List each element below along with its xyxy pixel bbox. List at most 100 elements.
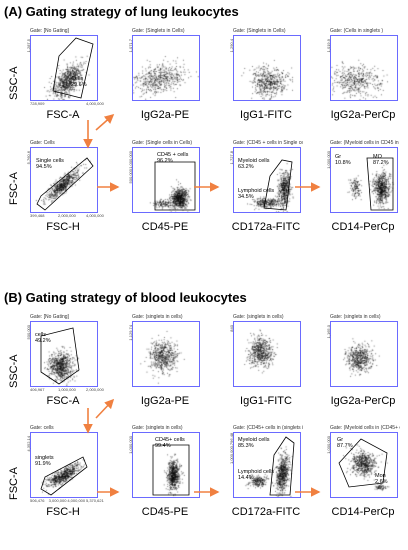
gate-label-a2-3-1: Myeloid cells 63.2% [238,158,270,170]
ytick-b2-1-1: 4,352.14 [26,436,31,452]
ytick-a2-3-1: 1,727.8 [229,151,234,165]
scatter-dots-b1-1 [31,322,97,386]
plot-a1-1: Cells 29.6% [30,35,98,101]
gate-polygon-b1-1 [40,327,80,385]
scatter-dots-b1-3 [234,322,300,386]
gate-caption-b2-3: Gate: (CD45+ cells in (singlets in [233,425,303,431]
gate-caption-a1-1: Gate: [No Gating] [30,28,69,34]
xtick-a2-1-1: 399,468 [30,213,45,218]
xlabel-b1-1: FSC-A [46,395,80,407]
plot-b2-1: singlets 91.9% [30,432,98,498]
gate-caption-a1-3: Gate: (Singlets in Cells) [233,28,286,34]
scatter-dots-a1-2 [133,36,199,100]
xlabel-b2-1: FSC-H [46,506,80,518]
gate-caption-b2-1: Gate: cells [30,425,54,431]
gate-caption-b1-4: Gate: (singlets in cells) [330,314,381,320]
row-b2-ylabel: FSC-A [8,467,20,500]
gate-caption-b1-2: Gate: (singlets in cells) [132,314,183,320]
xtick-b2-1-2: 3,000,000 [48,498,67,503]
gate-label-b2-3-1: Myeloid cells 85.3% [238,437,270,449]
gate-shapes-a2-4 [366,157,394,211]
ytick-b1-4-1: 1,165.0 [326,325,331,339]
xtick-a1-1-2: 4,000,000 [86,101,104,106]
gate-label-a2-2-1: CD45 + cells 96.2% [157,152,189,164]
gate-caption-b2-4: Gate: (Myeloid cells in (CD45+ c [330,425,400,431]
ytick-a2-1-1: 5,760.6 [26,151,31,165]
xtick-b2-1-1: 506,476 [30,498,45,503]
xlabel-b1-4: IgG2a-PerCp [330,395,396,407]
gate-label-b2-3-2: Lymphoid cells 14.4% [238,469,275,481]
xtick-a2-1-3: 4,000,000 [86,213,104,218]
xlabel-a2-1: FSC-H [46,221,80,233]
plot-a1-4 [330,35,398,101]
plot-b2-4: Gr 87.7% Mon 2.6% [330,432,398,498]
xlabel-b1-2: IgG2a-PE [140,395,190,407]
gate-shapes-b2-4 [338,438,388,488]
xlabel-b2-4: CD14-PerCp [331,506,395,518]
xtick-b1-1-3: 2,000,000 [86,387,104,392]
gate-polygon-b2-4 [338,438,388,488]
gate-polygon-a2-2 [154,161,196,211]
ytick-a2-2-2: 500,000 [128,169,133,184]
xtick-b2-1-4: 5,370,621 [86,498,104,503]
gate-label-b1-1-1: cells 49.2% [35,332,51,344]
scatter-dots-b1-4 [331,322,397,386]
plot-a1-3 [233,35,301,101]
gate-polygon-b2-2 [152,444,190,496]
gate-label-b2-4-2: Mon 2.6% [375,473,388,485]
plot-b1-3 [233,321,301,387]
xlabel-a1-4: IgG2a-PerCp [330,109,396,121]
ytick-a1-4-1: 1,019.9 [326,39,331,53]
ytick-b1-2-1: 1,129.74 [128,325,133,341]
xlabel-a2-4: CD14-PerCp [331,221,395,233]
plot-b2-3: Myeloid cells 85.3% Lymphoid cells 14.4% [233,432,301,498]
ytick-a1-1-1: 1,287.5 [26,39,31,53]
xlabel-a1-1: FSC-A [46,109,80,121]
gate-caption-a2-2: Gate: (Single cells in Cells) [132,140,193,146]
scatter-dots-a2-3 [234,148,300,212]
gate-shapes-a2-2 [154,161,196,211]
gate-shapes-b2-1 [40,456,88,496]
gate-label-a1-1-1: Cells 29.6% [71,76,87,88]
ytick-a2-4-1: 1,000,000 [326,151,331,169]
gate-shapes-a2-3 [263,159,293,211]
ytick-b2-4-1: 1,000,000 [326,436,331,454]
ytick-b2-2-1: 1,000,000 [128,436,133,454]
xlabel-a1-2: IgG2a-PE [140,109,190,121]
gate-shapes-b2-3 [269,436,295,496]
xtick-b1-1-2: 1,000,000 [58,387,76,392]
scatter-dots-b2-3 [234,433,300,497]
plot-b1-2 [132,321,200,387]
row-b1-ylabel: SSC-A [8,354,20,388]
xtick-b1-1-1: 406,967 [30,387,45,392]
xlabel-b2-2: CD45-PE [141,506,189,518]
xlabel-b2-3: CD172a-FITC [231,506,301,518]
gate-shapes-b1-1 [40,327,80,385]
scatter-dots-a1-3 [234,36,300,100]
plot-a2-3: Myeloid cells 63.2% Lymphoid cells 34.5% [233,147,301,213]
ytick-a1-3-1: 1,290.4 [229,39,234,53]
row-a1-ylabel: SSC-A [8,66,20,100]
gate-label-a2-4-1: Gr 10.8% [335,154,351,166]
section-b-title: (B) Gating strategy of blood leukocytes [4,290,247,305]
gate-caption-a2-1: Gate: Cells [30,140,55,146]
scatter-dots-a2-2 [133,148,199,212]
xlabel-a2-2: CD45-PE [141,221,189,233]
gate-shapes-a2-1 [36,157,94,211]
gate-shapes-b2-2 [152,444,190,496]
gate-caption-b1-3: Gate: (singlets in cells) [233,314,284,320]
section-a-title: (A) Gating strategy of lung leukocytes [4,4,239,19]
gate-label-a2-1-1: Single cells 94.5% [36,158,64,170]
xlabel-a2-3: CD172a-FITC [231,221,301,233]
gate-polygon-b2-1 [40,456,88,496]
gate-label-a2-3-2: Lymphoid cells 34.5% [238,188,275,200]
scatter-dots-b1-2 [133,322,199,386]
scatter-dots-a2-4 [331,148,397,212]
gate-caption-a2-4: Gate: (Myeloid cells in CD45 in [330,140,399,146]
gate-label-a2-4-2: MO 87.2% [373,154,389,166]
gate-label-b2-4-1: Gr 87.7% [337,437,353,449]
gate-polygon-a2-3 [263,159,293,211]
plot-a2-1: Single cells 94.5% [30,147,98,213]
plot-b1-1: cells 49.2% [30,321,98,387]
gate-polygon-b2-3 [269,436,295,496]
